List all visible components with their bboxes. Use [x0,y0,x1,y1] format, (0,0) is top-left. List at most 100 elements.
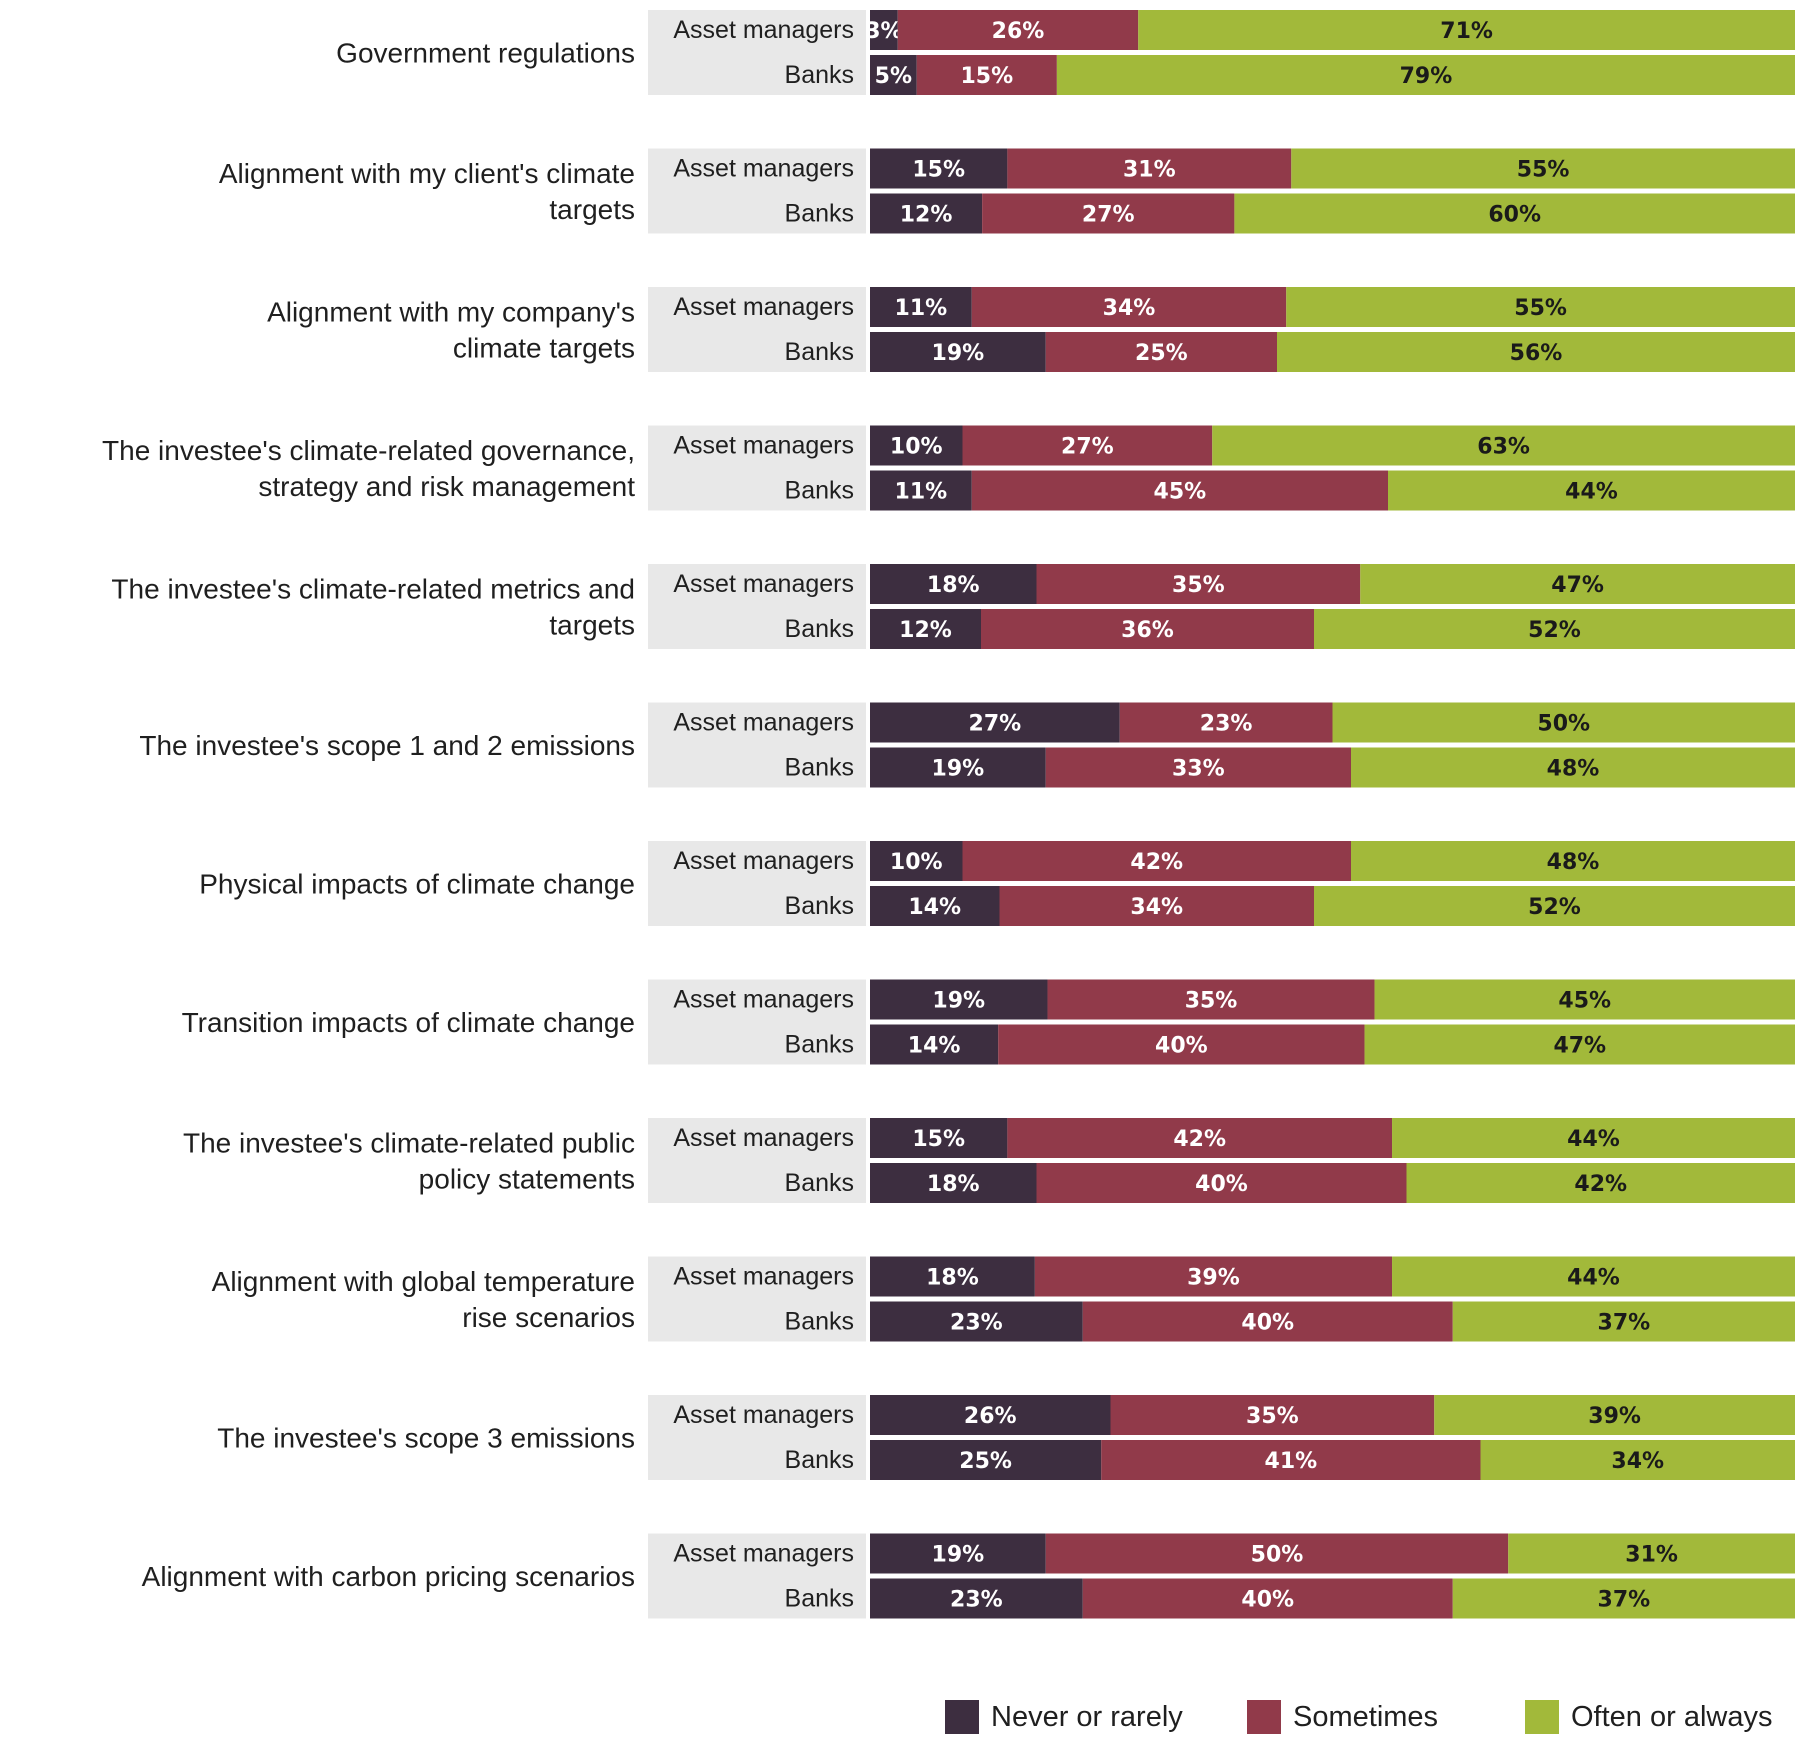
cat-6-banks-label-often-or-always: 48% [1547,757,1600,782]
cat-7-asset-managers-bar-often-or-always [1351,841,1795,881]
cat-3-group-panel [648,287,866,372]
cat-12-banks-label-sometimes: 40% [1241,1588,1294,1613]
cat-2-banks-label-never-or-rarely: 12% [900,203,953,228]
cat-11-asset-managers-label-often-or-always: 39% [1588,1404,1641,1429]
cat-8-asset-managers-label-often-or-always: 45% [1558,989,1611,1014]
cat-3-banks-bar-sometimes [1045,332,1277,372]
cat-11-banks-label-often-or-always: 34% [1611,1449,1664,1474]
cat-5-banks-label-sometimes: 36% [1121,618,1174,643]
cat-11-asset-managers-group-label: Asset managers [673,1401,854,1429]
legend-label-often-or-always: Often or always [1571,1700,1773,1733]
cat-10-asset-managers-bar-often-or-always [1392,1256,1795,1297]
cat-1-asset-managers-bar-often-or-always [1138,10,1795,50]
cat-11-banks-bar-sometimes [1101,1440,1481,1480]
cat-6-banks-bar-never-or-rarely [870,747,1046,788]
cat-3-label-line-1: Alignment with my company's [267,297,635,328]
cat-12-asset-managers-label-never-or-rarely: 19% [932,1543,985,1568]
cat-6-asset-managers-label-never-or-rarely: 27% [969,712,1022,737]
cat-1-banks-bar-never-or-rarely [870,55,917,95]
cat-12-asset-managers-bar-often-or-always [1508,1533,1795,1574]
cat-8-asset-managers-bar-sometimes [1047,979,1375,1020]
cat-7-asset-managers-bar-never-or-rarely [870,841,963,881]
cat-4-banks-label-sometimes: 45% [1154,480,1207,505]
cat-10-label-line-1: Alignment with global temperature [212,1266,635,1297]
cat-10-group-panel [648,1256,866,1342]
stacked-bar-chart: Government regulations Asset managers 3% 26… [102,10,1795,1619]
cat-7-banks-bar-never-or-rarely [870,886,1000,926]
cat-2-label-line-2: targets [549,194,635,225]
cat-12-label-line-1: Alignment with carbon pricing scenarios [142,1561,635,1592]
cat-4-asset-managers-bar-sometimes [962,425,1213,466]
cat-5-asset-managers-bar-often-or-always [1360,564,1795,604]
cat-2-asset-managers-bar-never-or-rarely [870,148,1008,189]
cat-10-asset-managers-bar-never-or-rarely [870,1256,1035,1297]
cat-9-asset-managers-bar-often-or-always [1392,1118,1795,1158]
cat-9-banks-label-often-or-always: 42% [1574,1172,1627,1197]
cat-2-banks-label-sometimes: 27% [1082,203,1135,228]
cat-9-banks-label-sometimes: 40% [1195,1172,1248,1197]
cat-2-banks-group-label: Banks [785,200,854,228]
cat-12-banks-label-never-or-rarely: 23% [950,1588,1003,1613]
cat-3-banks-bar-never-or-rarely [870,332,1046,372]
cat-4-label-line-2: strategy and risk management [258,471,635,502]
cat-8-banks-label-never-or-rarely: 14% [908,1034,961,1059]
cat-5-banks-bar-never-or-rarely [870,609,981,649]
cat-4-asset-managers-label-sometimes: 27% [1061,435,1114,460]
cat-1-asset-managers-label-sometimes: 26% [992,19,1045,44]
cat-2-asset-managers-label-sometimes: 31% [1123,158,1176,183]
cat-3-label-line-2: climate targets [453,333,635,364]
cat-7-asset-managers-label-never-or-rarely: 10% [890,850,943,875]
cat-12-asset-managers-label-sometimes: 50% [1251,1543,1304,1568]
cat-2-asset-managers-bar-often-or-always [1291,148,1795,189]
cat-6-banks-label-never-or-rarely: 19% [932,757,985,782]
cat-6-banks-bar-often-or-always [1351,747,1795,788]
cat-12-asset-managers-group-label: Asset managers [673,1540,854,1568]
legend-label-sometimes: Sometimes [1293,1700,1439,1733]
cat-5-asset-managers-bar-sometimes [1036,564,1361,604]
cat-9-banks-bar-never-or-rarely [870,1163,1037,1203]
cat-3-asset-managers-bar-often-or-always [1286,287,1795,327]
cat-8-banks-label-sometimes: 40% [1155,1034,1208,1059]
cat-4-banks-label-never-or-rarely: 11% [895,480,948,505]
cat-3-asset-managers-bar-never-or-rarely [870,287,972,327]
cat-8-banks-bar-sometimes [998,1024,1365,1065]
cat-6-asset-managers-label-often-or-always: 50% [1537,712,1590,737]
cat-6-group-panel [648,702,866,788]
cat-7-banks-bar-often-or-always [1314,886,1795,926]
cat-5-banks-group-label: Banks [785,615,854,643]
cat-5-label-line-1: The investee's climate-related metrics a… [111,574,635,605]
cat-6-asset-managers-group-label: Asset managers [673,709,854,737]
cat-4-banks-group-label: Banks [785,477,854,505]
cat-8-asset-managers-bar-often-or-always [1374,979,1795,1020]
cat-1-group-panel [648,10,866,95]
cat-11-banks-label-never-or-rarely: 25% [959,1449,1012,1474]
cat-10-asset-managers-label-never-or-rarely: 18% [926,1266,979,1291]
cat-5-asset-managers-label-never-or-rarely: 18% [927,573,980,598]
cat-8-banks-group-label: Banks [785,1031,854,1059]
cat-5-asset-managers-label-sometimes: 35% [1172,573,1225,598]
cat-12-banks-group-label: Banks [785,1585,854,1613]
legend-item-never-or-rarely: Never or rarely [945,1700,1183,1734]
legend-label-never-or-rarely: Never or rarely [991,1700,1183,1733]
cat-1-banks-group-label: Banks [785,61,854,89]
cat-9-banks-group-label: Banks [785,1169,854,1197]
cat-4-banks-bar-sometimes [971,470,1388,511]
cat-6-label-line-1: The investee's scope 1 and 2 emissions [139,730,635,761]
cat-4-group-panel [648,425,866,511]
cat-9-asset-managers-label-never-or-rarely: 15% [912,1127,965,1152]
cat-11-label-line-1: The investee's scope 3 emissions [217,1423,635,1454]
cat-11-asset-managers-label-never-or-rarely: 26% [964,1404,1017,1429]
cat-7-banks-label-often-or-always: 52% [1528,895,1581,920]
cat-2-banks-label-often-or-always: 60% [1488,203,1541,228]
cat-10-banks-bar-never-or-rarely [870,1301,1083,1342]
cat-2-banks-bar-often-or-always [1234,193,1795,234]
cat-12-banks-bar-never-or-rarely [870,1578,1083,1619]
cat-4-banks-label-often-or-always: 44% [1565,480,1618,505]
cat-1-label-line-1: Government regulations [336,38,635,69]
legend-item-often-or-always: Often or always [1525,1700,1772,1734]
cat-2-banks-bar-sometimes [982,193,1235,234]
cat-9-banks-label-never-or-rarely: 18% [927,1172,980,1197]
cat-10-banks-label-often-or-always: 37% [1598,1311,1651,1336]
cat-3-banks-group-label: Banks [785,338,854,366]
cat-9-asset-managers-label-often-or-always: 44% [1567,1127,1620,1152]
